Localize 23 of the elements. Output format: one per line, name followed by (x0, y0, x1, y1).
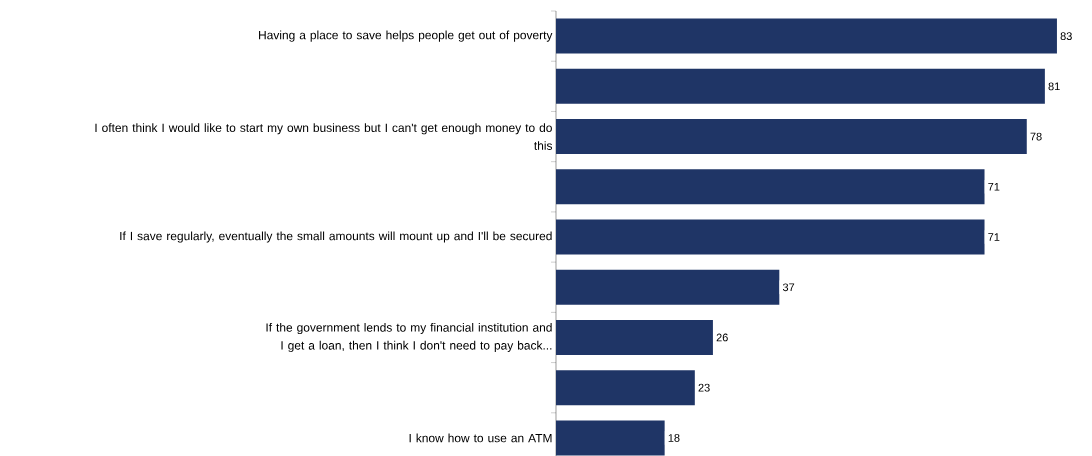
bar (556, 319, 713, 355)
data-label: 37 (782, 283, 795, 292)
bar (556, 219, 985, 255)
y-tick-label: If the government lends to my financial institution and I get a loan, then I think I don't need to pay back... (266, 322, 552, 353)
bar (556, 68, 1045, 104)
bar (556, 18, 1057, 54)
data-label: 71 (988, 183, 1000, 191)
bar (556, 169, 985, 205)
y-tick-label: If I save regularly, eventually the small amounts will mount up and I'll be secured (120, 231, 552, 243)
bar (556, 119, 1027, 155)
bar (556, 420, 665, 456)
data-label: 26 (716, 333, 728, 342)
data-label: 83 (1060, 32, 1072, 40)
data-label: 18 (668, 434, 680, 442)
bar (556, 269, 780, 305)
y-tick-label: I know how to use an ATM (409, 433, 552, 443)
data-label: 23 (698, 383, 710, 392)
data-label: 81 (1048, 82, 1060, 91)
y-tick-label: Having a place to save helps people get out of poverty (259, 30, 553, 42)
y-tick-label: I often think I would like to start my own business but I can't get enough money to do this (95, 123, 553, 150)
data-label: 78 (1030, 132, 1042, 141)
data-label: 71 (988, 233, 1000, 241)
bar (556, 370, 695, 406)
